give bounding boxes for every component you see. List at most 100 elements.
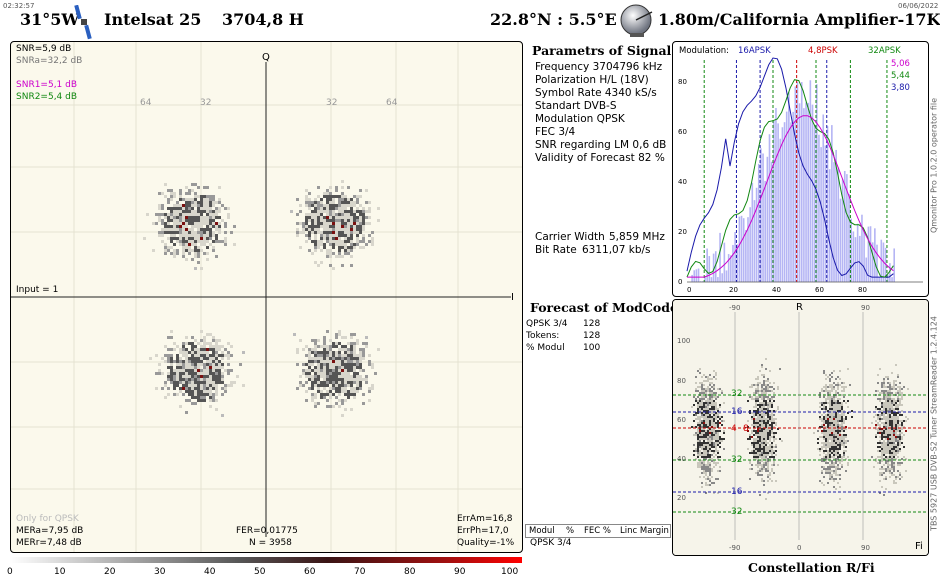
hist-bar: [886, 274, 889, 282]
hist-bar: [693, 270, 696, 282]
marker-32apsk: 32APSK: [868, 46, 901, 56]
hist-xtick-0: 0: [687, 286, 692, 294]
param-row: Validity of Forecast 82 %: [535, 152, 665, 165]
colorbar-tick: 60: [304, 567, 316, 577]
hist-bar: [798, 103, 801, 283]
param-label: Standart: [535, 100, 584, 112]
only-qpsk-label: Only for QPSK: [16, 514, 79, 524]
modcode-table-row: QPSK 3/4: [530, 538, 572, 548]
rfi-top-tick-90: 90: [861, 304, 870, 312]
hist-bar: [831, 125, 833, 282]
hist-bar: [699, 281, 702, 282]
satellite-longitude: 31°5W: [20, 10, 80, 29]
hist-bar: [818, 134, 820, 282]
hist-bar: [874, 228, 876, 282]
hist-bar: [848, 193, 850, 282]
bit-rate-value: 6311,07 kb/s: [582, 244, 651, 256]
hist-bar: [732, 244, 734, 282]
rfi-bottom-tick-90: 90: [861, 544, 870, 552]
param-value: 4340 kS/s: [604, 87, 657, 99]
snra-label: SNRa=32,2 dB: [16, 56, 83, 66]
n-label: N = 3958: [249, 538, 292, 548]
fi-axis-label: Fi: [915, 541, 923, 552]
param-label: Frequency: [535, 61, 593, 73]
col-linc-margin: Linc Margin: [620, 526, 669, 536]
colorbar-tick: 70: [354, 567, 366, 577]
hist-bar: [738, 216, 741, 282]
param-row: Polarization H/L (18V): [535, 74, 649, 87]
hist-bar: [865, 257, 868, 282]
param-value: 0,6 dB: [632, 139, 667, 151]
hist-bar: [891, 277, 893, 282]
hist-ytick-80: 80: [678, 78, 687, 86]
rfi-bottom-tick-neg90: -90: [729, 544, 741, 552]
hist-bar: [783, 122, 786, 283]
q-axis-label: Q: [262, 52, 270, 63]
hist-xtick-40: 40: [772, 286, 781, 294]
modcode-table-header: Modul % FEC % Linc Margin: [525, 524, 671, 538]
ring-label-8: 8: [743, 424, 749, 434]
histogram-side-strip: Qmonitor Pro 1.0.2.0 operator file: [928, 41, 940, 295]
hist-bar: [816, 84, 818, 282]
satellite-name: Intelsat 25: [104, 10, 202, 29]
hist-curve: [686, 57, 894, 278]
col-fec: FEC %: [584, 526, 611, 536]
hist-bar: [749, 207, 751, 282]
hist-bar: [745, 230, 747, 282]
param-label: SNR regarding LM: [535, 139, 633, 151]
r-axis-label: R: [796, 302, 803, 313]
rfi-plot: [673, 300, 928, 555]
histogram-panel: Modulation: 16APSK 4,8PSK 32APSK 5,06 5,…: [672, 41, 929, 297]
constellation-plot: [11, 42, 522, 552]
hist-bar: [736, 244, 739, 282]
colorbar-tick: 20: [104, 567, 116, 577]
hist-bar: [809, 80, 812, 282]
hist-bar: [854, 237, 857, 282]
hist-bar: [850, 218, 852, 282]
rfi-ytick-40: 40: [677, 455, 686, 463]
colorbar-tick: 50: [254, 567, 266, 577]
hist-bar: [839, 198, 842, 282]
hist-bar: [800, 82, 803, 282]
hist-bar: [889, 263, 891, 282]
hist-bar: [820, 147, 822, 282]
hist-bar: [725, 270, 728, 282]
hist-bar: [777, 123, 779, 282]
hist-bar: [788, 92, 790, 282]
hist-bar: [796, 81, 799, 282]
hist-bar: [762, 153, 764, 282]
hist-bar: [878, 277, 880, 282]
rfi-title: Constellation R/Fi: [748, 560, 875, 575]
hist-bar: [770, 161, 773, 282]
hist-ytick-60: 60: [678, 128, 687, 136]
hist-bar: [824, 145, 827, 282]
marker-16apsk: 16APSK: [738, 46, 771, 56]
forecast-label: % Modul: [526, 343, 565, 353]
hist-bar: [768, 134, 771, 282]
hist-bar: [755, 187, 758, 282]
param-label: Symbol Rate: [535, 87, 605, 99]
hist-bar: [775, 107, 777, 282]
hist-bar: [779, 138, 782, 282]
param-value: H/L (18V): [599, 74, 649, 86]
satellite-icon: [73, 4, 95, 41]
ring-label-32-a: 32: [731, 389, 743, 399]
hist-bar: [893, 248, 895, 282]
param-row: Standart DVB-S: [535, 100, 617, 113]
dish-icon: [618, 4, 658, 38]
value-blue: 3,80: [891, 83, 910, 93]
hist-bar: [712, 253, 715, 282]
forecast-value: 128: [583, 319, 601, 329]
intensity-colorbar: [10, 557, 522, 563]
modulation-label: Modulation:: [679, 46, 730, 56]
hist-bar: [727, 254, 730, 282]
hist-curve: [686, 79, 894, 278]
hist-bar: [710, 277, 713, 282]
snr-label: SNR=5,9 dB: [16, 44, 72, 54]
hist-bar: [691, 274, 693, 282]
forecast-value: 128: [583, 331, 601, 341]
hist-bar: [856, 223, 859, 282]
grid-label-q-upper-right: 32: [200, 98, 212, 108]
bit-rate-label: Bit Rate: [535, 244, 577, 256]
hist-bar: [757, 163, 760, 282]
